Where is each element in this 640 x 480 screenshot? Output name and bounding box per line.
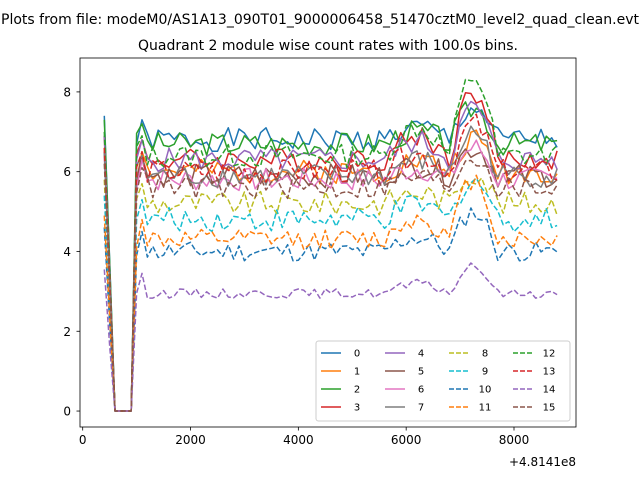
legend-label-3: 3 [354,403,360,414]
legend-label-15: 15 [543,403,556,414]
legend-label-8: 8 [482,349,488,360]
axes: 0 2000 4000 6000 8000 0 2 4 6 8 [63,57,577,447]
series-line-9 [103,177,558,412]
x-tick-label: 8000 [499,433,530,447]
plot-area [103,78,558,412]
chart-title: Quadrant 2 module wise count rates with … [138,38,518,54]
y-tick-label: 2 [63,325,71,339]
legend-label-7: 7 [418,403,424,414]
series-line-6 [103,139,558,412]
series-line-10 [103,207,558,412]
axes-frame [79,57,577,428]
series-line-13 [103,113,558,412]
legend-label-5: 5 [418,367,424,378]
legend-label-13: 13 [543,367,556,378]
x-tick-label: 2000 [175,433,206,447]
legend-label-14: 14 [543,385,556,396]
legend-label-0: 0 [354,349,360,360]
series-line-8 [103,177,558,412]
x-tick-label: 6000 [391,433,422,447]
legend-label-12: 12 [543,349,556,360]
figure-suptitle: Plots from file: modeM0/AS1A13_090T01_90… [1,12,639,28]
legend-label-6: 6 [418,385,424,396]
y-tick-label: 4 [63,245,71,259]
y-tick-label: 8 [63,85,71,99]
series-line-15 [103,159,558,412]
series-line-3 [103,91,558,412]
legend-label-4: 4 [418,349,424,360]
x-tick-label: 4000 [283,433,314,447]
x-tick-label: 0 [79,433,87,447]
legend-box [315,340,571,422]
legend-label-11: 11 [479,403,492,414]
y-tick-label: 0 [63,405,71,419]
legend-label-2: 2 [354,385,360,396]
legend-label-10: 10 [479,385,492,396]
series-line-12 [103,78,558,412]
legend-label-1: 1 [354,367,360,378]
x-offset-label: +4.8141e8 [509,455,576,469]
series-line-14 [103,262,558,412]
series-line-11 [103,174,558,412]
series-line-2 [103,101,558,412]
y-tick-label: 6 [63,165,71,179]
series-line-7 [103,125,558,412]
series-line-4 [103,100,558,412]
legend-label-9: 9 [482,367,488,378]
